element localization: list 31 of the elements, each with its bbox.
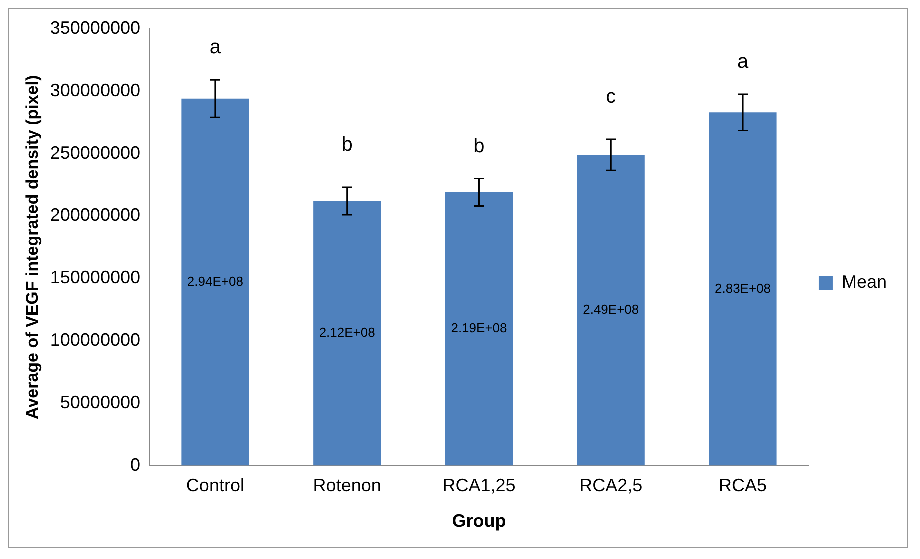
- x-axis-title: Group: [452, 511, 506, 532]
- x-tick-label: RCA5: [719, 476, 768, 496]
- y-tick-label: 350000000: [50, 18, 140, 38]
- bar: [709, 112, 777, 466]
- x-tick-label: Rotenon: [313, 476, 382, 496]
- annotation: b: [474, 135, 485, 158]
- annotation: a: [210, 36, 222, 59]
- bar: [445, 192, 513, 466]
- x-tick-label: Control: [186, 476, 244, 496]
- y-tick-label: 200000000: [50, 205, 140, 226]
- data-label: 2.12E+08: [319, 325, 376, 340]
- y-tick-label: 150000000: [50, 268, 140, 288]
- y-tick-label: 250000000: [50, 142, 140, 163]
- bar: [314, 201, 382, 466]
- annotation: a: [737, 51, 750, 74]
- y-tick-label: 50000000: [60, 392, 140, 412]
- data-label: 2.94E+08: [187, 274, 244, 289]
- x-tick-label: RCA1,25: [442, 476, 516, 496]
- y-tick-label: 0: [130, 454, 140, 475]
- x-tick-label: RCA2,5: [580, 476, 643, 496]
- y-tick-label: 100000000: [50, 330, 140, 350]
- data-label: 2.19E+08: [451, 320, 508, 336]
- y-axis-title: Average of VEGF integrated density (pixel): [22, 75, 42, 420]
- bar: [182, 98, 250, 466]
- bar: [577, 155, 645, 466]
- annotation: b: [342, 134, 353, 156]
- data-label: 2.83E+08: [715, 280, 772, 296]
- annotation: c: [606, 86, 616, 108]
- data-label: 2.49E+08: [583, 302, 640, 317]
- y-tick-label: 300000000: [50, 80, 140, 100]
- legend-label: Mean: [842, 272, 888, 292]
